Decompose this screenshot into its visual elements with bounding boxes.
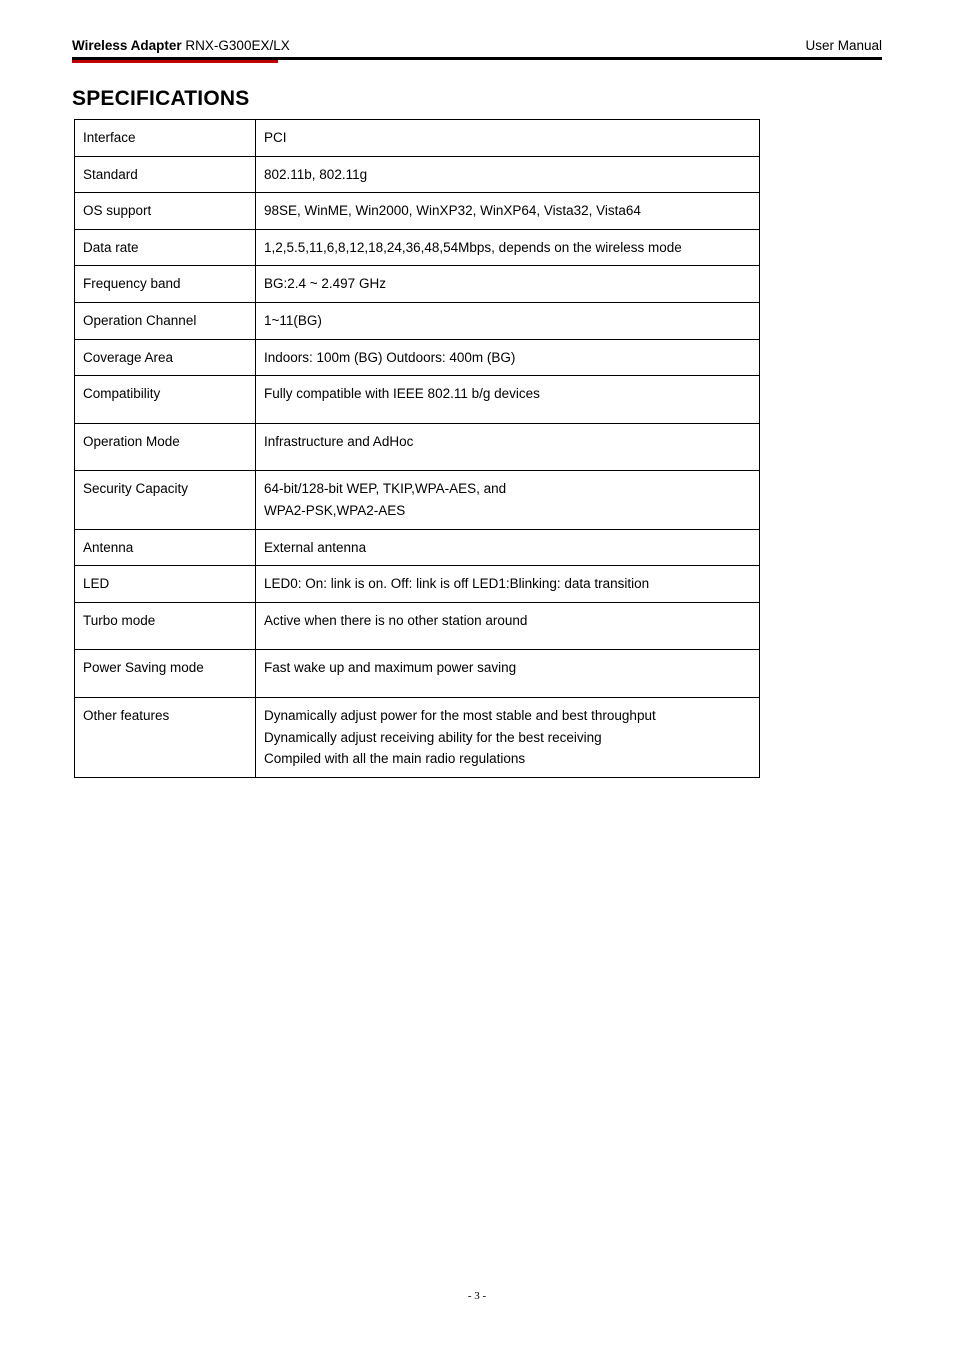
- table-row: Data rate1,2,5.5,11,6,8,12,18,24,36,48,5…: [75, 229, 760, 266]
- table-row: Turbo modeActive when there is no other …: [75, 602, 760, 650]
- spec-key: LED: [75, 566, 256, 603]
- spec-value: PCI: [256, 120, 760, 157]
- spec-key: Coverage Area: [75, 339, 256, 376]
- spec-key: Power Saving mode: [75, 650, 256, 698]
- spec-value: Dynamically adjust power for the most st…: [256, 697, 760, 777]
- table-row: Security Capacity64-bit/128-bit WEP, TKI…: [75, 471, 760, 529]
- table-row: Other featuresDynamically adjust power f…: [75, 697, 760, 777]
- spec-value: Indoors: 100m (BG) Outdoors: 400m (BG): [256, 339, 760, 376]
- table-row: Operation Channel1~11(BG): [75, 302, 760, 339]
- spec-value: Active when there is no other station ar…: [256, 602, 760, 650]
- spec-key: Interface: [75, 120, 256, 157]
- table-row: InterfacePCI: [75, 120, 760, 157]
- spec-value: 64-bit/128-bit WEP, TKIP,WPA-AES, andWPA…: [256, 471, 760, 529]
- spec-key: Operation Mode: [75, 423, 256, 471]
- spec-key: Data rate: [75, 229, 256, 266]
- spec-value: LED0: On: link is on. Off: link is off L…: [256, 566, 760, 603]
- page: Wireless Adapter RNX-G300EX/LX User Manu…: [0, 0, 954, 1350]
- spec-key: Security Capacity: [75, 471, 256, 529]
- table-row: Coverage AreaIndoors: 100m (BG) Outdoors…: [75, 339, 760, 376]
- spec-key: Frequency band: [75, 266, 256, 303]
- specifications-table: InterfacePCIStandard802.11b, 802.11gOS s…: [74, 119, 760, 778]
- table-row: Frequency bandBG:2.4 ~ 2.497 GHz: [75, 266, 760, 303]
- spec-key: Turbo mode: [75, 602, 256, 650]
- table-row: AntennaExternal antenna: [75, 529, 760, 566]
- spec-key: Compatibility: [75, 376, 256, 424]
- header-rule: [72, 57, 882, 63]
- spec-value: External antenna: [256, 529, 760, 566]
- header-rule-red: [72, 60, 278, 63]
- spec-key: Antenna: [75, 529, 256, 566]
- page-header: Wireless Adapter RNX-G300EX/LX User Manu…: [72, 38, 882, 57]
- spec-value: 1~11(BG): [256, 302, 760, 339]
- spec-value: 98SE, WinME, Win2000, WinXP32, WinXP64, …: [256, 193, 760, 230]
- table-row: OS support98SE, WinME, Win2000, WinXP32,…: [75, 193, 760, 230]
- spec-value: Infrastructure and AdHoc: [256, 423, 760, 471]
- table-row: Standard802.11b, 802.11g: [75, 156, 760, 193]
- spec-key: Standard: [75, 156, 256, 193]
- spec-key: OS support: [75, 193, 256, 230]
- spec-value: 1,2,5.5,11,6,8,12,18,24,36,48,54Mbps, de…: [256, 229, 760, 266]
- product-name-bold: Wireless Adapter: [72, 38, 182, 53]
- page-footer: - 3 -: [0, 1290, 954, 1302]
- spec-value: 802.11b, 802.11g: [256, 156, 760, 193]
- table-row: CompatibilityFully compatible with IEEE …: [75, 376, 760, 424]
- table-row: Operation ModeInfrastructure and AdHoc: [75, 423, 760, 471]
- header-right: User Manual: [805, 38, 882, 53]
- section-title: SPECIFICATIONS: [72, 87, 882, 111]
- table-row: LEDLED0: On: link is on. Off: link is of…: [75, 566, 760, 603]
- table-row: Power Saving modeFast wake up and maximu…: [75, 650, 760, 698]
- spec-key: Operation Channel: [75, 302, 256, 339]
- spec-key: Other features: [75, 697, 256, 777]
- spec-value: Fully compatible with IEEE 802.11 b/g de…: [256, 376, 760, 424]
- spec-value: BG:2.4 ~ 2.497 GHz: [256, 266, 760, 303]
- header-left: Wireless Adapter RNX-G300EX/LX: [72, 38, 290, 53]
- product-model: RNX-G300EX/LX: [182, 38, 290, 53]
- spec-value: Fast wake up and maximum power saving: [256, 650, 760, 698]
